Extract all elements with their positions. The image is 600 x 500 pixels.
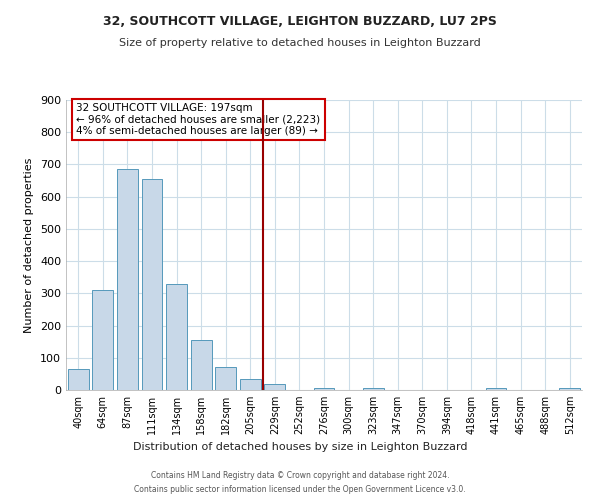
Bar	[191, 340, 212, 390]
Bar	[166, 284, 187, 390]
Text: Contains HM Land Registry data © Crown copyright and database right 2024.: Contains HM Land Registry data © Crown c…	[151, 472, 449, 480]
Bar	[92, 290, 113, 390]
Bar	[314, 388, 334, 390]
Y-axis label: Number of detached properties: Number of detached properties	[25, 158, 34, 332]
Bar	[142, 179, 163, 390]
Text: Contains public sector information licensed under the Open Government Licence v3: Contains public sector information licen…	[134, 484, 466, 494]
Text: Size of property relative to detached houses in Leighton Buzzard: Size of property relative to detached ho…	[119, 38, 481, 48]
Bar	[215, 368, 236, 390]
Bar	[265, 384, 286, 390]
Text: 32 SOUTHCOTT VILLAGE: 197sqm
← 96% of detached houses are smaller (2,223)
4% of : 32 SOUTHCOTT VILLAGE: 197sqm ← 96% of de…	[76, 103, 320, 136]
Text: Distribution of detached houses by size in Leighton Buzzard: Distribution of detached houses by size …	[133, 442, 467, 452]
Bar	[68, 369, 89, 390]
Bar	[485, 388, 506, 390]
Bar	[559, 388, 580, 390]
Bar	[362, 388, 383, 390]
Text: 32, SOUTHCOTT VILLAGE, LEIGHTON BUZZARD, LU7 2PS: 32, SOUTHCOTT VILLAGE, LEIGHTON BUZZARD,…	[103, 15, 497, 28]
Bar	[117, 170, 138, 390]
Bar	[240, 378, 261, 390]
